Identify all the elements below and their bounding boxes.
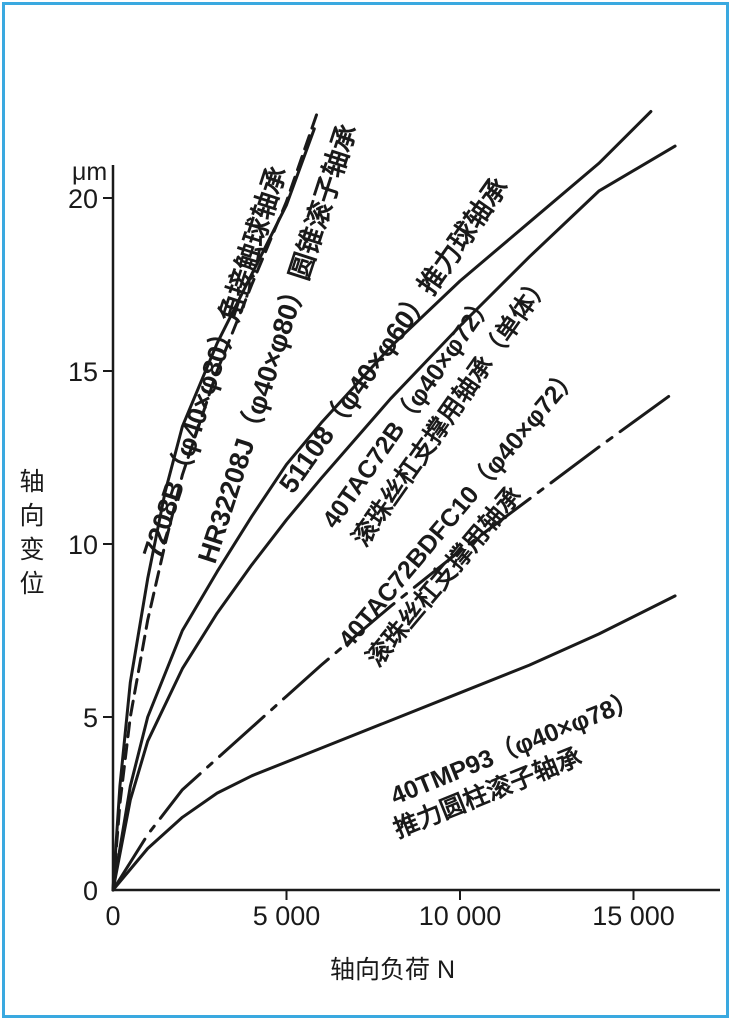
x-tick-label: 10 000 xyxy=(419,901,502,931)
series-line-4 xyxy=(111,390,677,892)
series-line-5 xyxy=(111,594,677,892)
x-tick-label: 15 000 xyxy=(592,901,675,931)
y-axis-title-char: 轴 xyxy=(19,468,44,496)
series-line-2 xyxy=(111,110,653,892)
y-tick-label: 20 xyxy=(68,184,98,214)
series-layer xyxy=(111,110,677,892)
x-tick-label: 5 000 xyxy=(253,901,321,931)
y-axis-title-char: 向 xyxy=(19,502,44,530)
curve-labels: 7208B（φ40×φ80）角接触球轴承 HR32208J（φ40×φ80）圆锥… xyxy=(136,120,642,843)
series-line-1 xyxy=(111,110,320,892)
y-tick-label: 15 xyxy=(68,357,98,387)
x-tick-label: 0 xyxy=(105,901,120,931)
y-axis-title-char: 位 xyxy=(19,570,44,598)
x-axis-title: 轴向负荷 N xyxy=(330,956,455,984)
series-line-3 xyxy=(111,144,677,892)
y-tick-label: 5 xyxy=(83,703,98,733)
y-tick-label: 0 xyxy=(83,876,98,906)
y-axis-unit: μm xyxy=(72,158,107,186)
y-axis-title-char: 变 xyxy=(19,536,44,564)
y-tick-label: 10 xyxy=(68,530,98,560)
